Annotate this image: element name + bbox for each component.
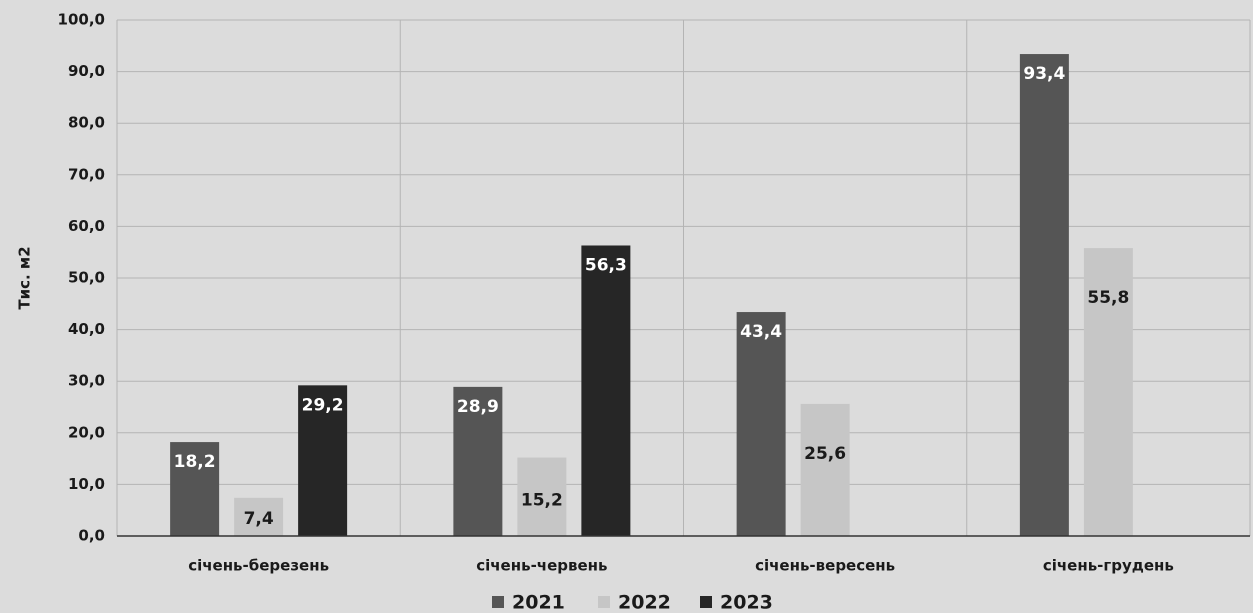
y-tick-label: 0,0 <box>78 527 105 545</box>
data-label: 93,4 <box>1023 64 1065 84</box>
data-label: 55,8 <box>1087 288 1129 308</box>
data-label: 43,4 <box>740 322 782 342</box>
y-tick-label: 70,0 <box>68 165 105 183</box>
bar-2022 <box>1083 248 1133 536</box>
data-label: 29,2 <box>302 395 344 415</box>
y-axis-label: Тис. м2 <box>16 246 34 309</box>
bar-2023 <box>298 385 348 536</box>
bar-2023 <box>581 245 631 536</box>
bar-2021 <box>736 312 786 536</box>
legend-swatch-2021 <box>492 596 504 608</box>
y-tick-label: 50,0 <box>68 269 105 287</box>
bar-2022 <box>517 457 567 536</box>
x-category-label: січень-червень <box>476 557 607 575</box>
x-axis-categories: січень-березень січень-червень січень-вере… <box>188 557 1174 575</box>
data-label: 15,2 <box>521 491 563 511</box>
bar-2021 <box>453 386 503 536</box>
data-label: 28,9 <box>457 397 499 417</box>
legend-label-2022: 2022 <box>618 592 671 613</box>
y-tick-label: 60,0 <box>68 217 105 235</box>
y-tick-label: 100,0 <box>58 11 105 29</box>
legend-label-2023: 2023 <box>720 592 773 613</box>
x-category-label: січень-вересень <box>755 557 895 575</box>
legend: 2021 2022 2023 <box>492 592 773 613</box>
y-tick-label: 80,0 <box>68 114 105 132</box>
bar-2022 <box>234 497 284 536</box>
y-tick-label: 40,0 <box>68 320 105 338</box>
legend-label-2021: 2021 <box>512 592 565 613</box>
legend-swatch-2023 <box>700 596 712 608</box>
data-label: 25,6 <box>804 444 846 464</box>
y-tick-label: 10,0 <box>68 475 105 493</box>
y-tick-label: 30,0 <box>68 372 105 390</box>
y-tick-label: 20,0 <box>68 423 105 441</box>
y-tick-label: 90,0 <box>68 62 105 80</box>
x-category-label: січень-березень <box>188 557 329 575</box>
bars: 18,2 7,4 29,2 28,9 15,2 56,3 43,4 25,6 93,4 55,8 <box>170 54 1133 536</box>
legend-swatch-2022 <box>598 596 610 608</box>
y-axis-ticks: 0,0 10,0 20,0 30,0 40,0 50,0 60,0 70,0 80,0 90,0 1… <box>58 11 105 545</box>
data-label: 18,2 <box>174 452 216 472</box>
data-label: 7,4 <box>244 509 274 529</box>
x-category-label: січень-грудень <box>1043 557 1174 575</box>
bar-2021 <box>170 442 220 536</box>
bar-2022 <box>800 403 850 536</box>
bar-2021 <box>1019 54 1069 536</box>
data-label: 56,3 <box>585 255 627 275</box>
